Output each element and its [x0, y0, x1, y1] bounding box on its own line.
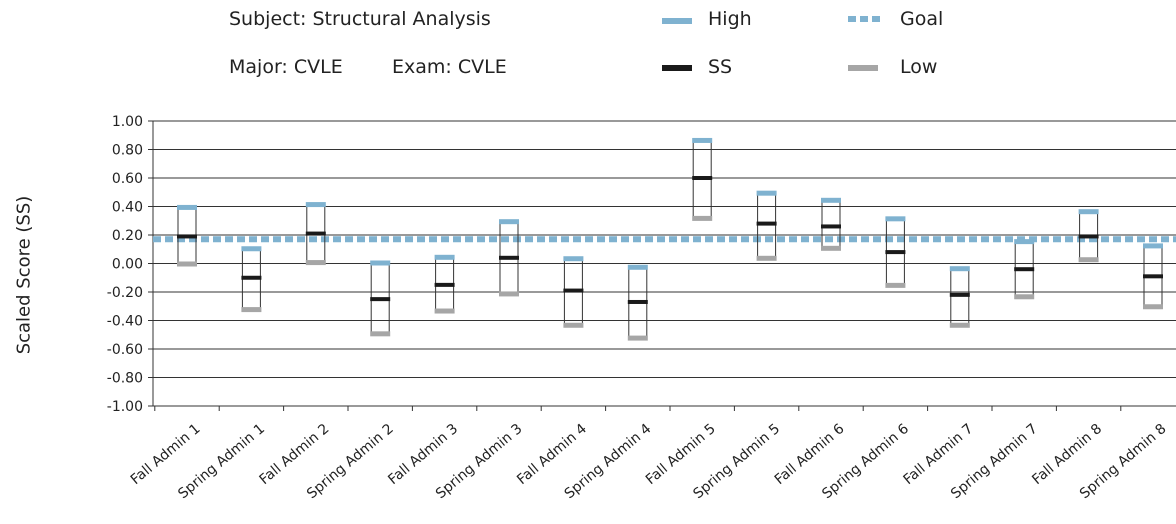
legend-high-swatch — [662, 18, 692, 24]
high-marker — [692, 137, 713, 143]
y-tick-label: 0.60 — [112, 171, 143, 187]
y-tick-label: -0.80 — [107, 371, 143, 387]
high-marker — [177, 204, 197, 210]
legend-high-label: High — [708, 8, 752, 30]
ss-marker — [499, 255, 519, 260]
high-marker — [499, 219, 519, 225]
high-marker — [434, 254, 455, 260]
exam-label: Exam: CVLE — [392, 56, 507, 78]
low-marker — [1143, 304, 1163, 310]
high-marker — [885, 216, 906, 222]
y-tick-label: 1.00 — [112, 114, 143, 130]
high-marker — [821, 197, 841, 203]
ss-marker — [627, 299, 648, 304]
ss-marker — [821, 224, 841, 229]
y-tick-label: 0.80 — [112, 143, 143, 159]
ss-marker — [370, 297, 391, 302]
low-marker — [756, 255, 777, 261]
ss-marker — [305, 231, 326, 236]
low-marker — [499, 291, 519, 297]
low-marker — [627, 335, 648, 341]
legend-low-swatch — [848, 65, 878, 71]
ss-marker — [241, 275, 262, 280]
y-tick-label: 0.00 — [112, 257, 143, 273]
high-marker — [1143, 243, 1163, 249]
high-marker — [1078, 209, 1099, 215]
legend-ss-label: SS — [708, 56, 733, 78]
low-marker — [949, 322, 970, 328]
ss-marker — [692, 176, 713, 180]
ss-marker — [756, 221, 777, 226]
ss-marker — [563, 288, 584, 293]
low-marker — [563, 322, 584, 328]
high-marker — [241, 246, 262, 252]
low-marker — [1078, 257, 1099, 263]
legend-low-label: Low — [900, 56, 938, 78]
ss-marker — [885, 250, 906, 255]
legend-goal-swatch — [848, 16, 884, 22]
legend-ss-swatch — [662, 65, 692, 71]
y-tick-label: -0.60 — [107, 342, 143, 358]
y-tick-label: 0.20 — [112, 228, 143, 244]
ss-marker — [1014, 267, 1035, 272]
high-marker — [305, 202, 326, 208]
major-label: Major: CVLE — [229, 56, 343, 78]
y-tick-label: -1.00 — [107, 399, 143, 415]
low-marker — [1014, 294, 1035, 300]
ss-marker — [949, 292, 970, 297]
low-marker — [177, 261, 197, 267]
low-marker — [885, 282, 906, 288]
ss-marker — [1143, 274, 1163, 279]
y-tick-label: -0.40 — [107, 314, 143, 330]
high-marker — [563, 256, 584, 262]
low-marker — [241, 307, 262, 313]
ss-marker — [177, 234, 197, 239]
high-marker — [1014, 239, 1035, 245]
low-marker — [434, 308, 455, 314]
y-tick-label: 0.40 — [112, 200, 143, 216]
high-marker — [370, 260, 391, 266]
high-marker — [949, 266, 970, 272]
high-marker — [756, 190, 777, 196]
ss-marker — [434, 282, 455, 287]
low-marker — [692, 215, 713, 221]
low-marker — [305, 260, 326, 266]
ss-marker — [1078, 234, 1099, 239]
subject-label: Subject: Structural Analysis — [229, 8, 491, 30]
low-marker — [821, 245, 841, 251]
y-tick-label: -0.20 — [107, 285, 143, 301]
legend-goal-label: Goal — [900, 8, 944, 30]
low-marker — [370, 331, 391, 337]
high-marker — [627, 264, 648, 270]
